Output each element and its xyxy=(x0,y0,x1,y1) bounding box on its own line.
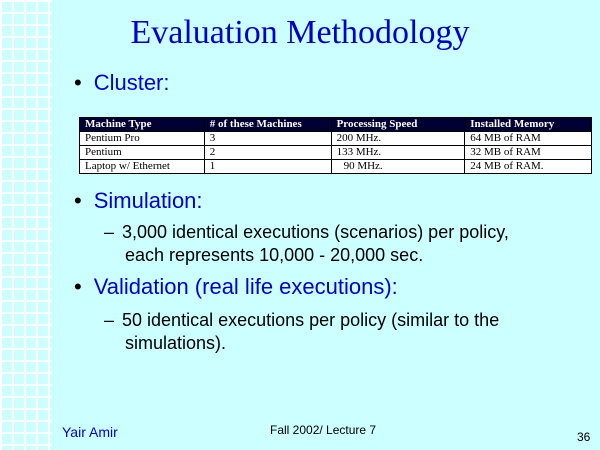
dash-symbol: – xyxy=(104,222,115,242)
validation-detail-line: simulations). xyxy=(125,333,227,353)
table-cell: 2 xyxy=(203,145,332,160)
bullet-validation: • Validation (real life executions): xyxy=(74,274,398,300)
table-cell: 3 xyxy=(203,131,332,146)
validation-detail-line: –50 identical executions per policy (sim… xyxy=(104,310,500,330)
footer-author: Yair Amir xyxy=(62,424,118,440)
bullet-simulation-label: Simulation: xyxy=(93,188,203,213)
page-number: 36 xyxy=(577,430,591,444)
table-header-cell: Machine Type xyxy=(79,117,205,132)
table-cell: 32 MB of RAM xyxy=(464,145,592,160)
table-cell: 1 xyxy=(203,159,332,174)
table-header-cell: Installed Memory xyxy=(464,117,592,132)
dash-symbol: – xyxy=(104,310,115,330)
table-cell: Pentium xyxy=(79,145,205,160)
cluster-table: Machine Type # of these Machines Process… xyxy=(79,117,592,174)
table-row: Pentium 2 133 MHz. 32 MB of RAM xyxy=(79,145,592,160)
footer-lecture: Fall 2002/ Lecture 7 xyxy=(270,423,377,437)
validation-detail: –50 identical executions per policy (sim… xyxy=(104,309,499,355)
simulation-detail-line: each represents 10,000 - 20,000 sec. xyxy=(125,245,424,265)
table-cell: 200 MHz. xyxy=(330,131,466,146)
table-header-cell: Processing Speed xyxy=(330,117,466,132)
simulation-detail-line: –3,000 identical executions (scenarios) … xyxy=(104,222,509,242)
bullet-symbol: • xyxy=(74,274,82,299)
decorative-grid xyxy=(0,0,52,450)
table-header-cell: # of these Machines xyxy=(203,117,332,132)
table-cell: 133 MHz. xyxy=(330,145,466,160)
table-cell: 90 MHz. xyxy=(330,159,466,174)
table-cell: Laptop w/ Ethernet xyxy=(79,159,205,174)
bullet-validation-label: Validation (real life executions): xyxy=(93,274,398,299)
table-cell: Pentium Pro xyxy=(79,131,205,146)
table-header-row: Machine Type # of these Machines Process… xyxy=(79,117,592,132)
bullet-simulation: • Simulation: xyxy=(74,188,203,214)
table-cell: 64 MB of RAM xyxy=(464,131,592,146)
bullet-symbol: • xyxy=(74,188,82,213)
simulation-detail: –3,000 identical executions (scenarios) … xyxy=(104,221,509,267)
table-row: Pentium Pro 3 200 MHz. 64 MB of RAM xyxy=(79,131,592,146)
table-cell: 24 MB of RAM. xyxy=(464,159,592,174)
bullet-cluster-label: Cluster: xyxy=(93,70,170,95)
bullet-cluster: • Cluster: xyxy=(74,70,170,96)
table-row: Laptop w/ Ethernet 1 90 MHz. 24 MB of RA… xyxy=(79,159,592,174)
bullet-symbol: • xyxy=(74,70,82,95)
slide-title: Evaluation Methodology xyxy=(130,14,470,51)
